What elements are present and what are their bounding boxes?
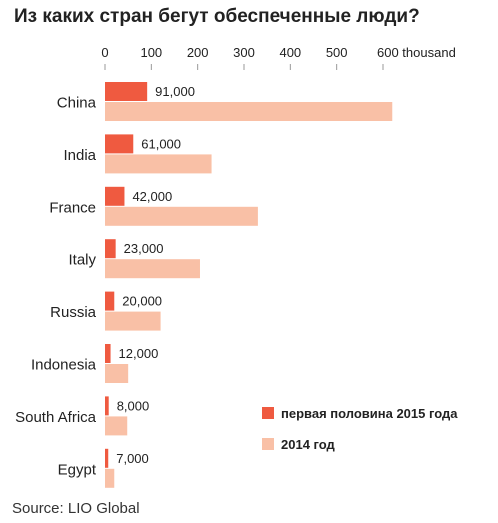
bar-2015 <box>105 134 134 154</box>
legend-label: первая половина 2015 года <box>281 406 458 421</box>
data-label: 42,000 <box>132 189 172 204</box>
category-label: Egypt <box>58 461 97 478</box>
category-label: France <box>49 199 96 216</box>
category-label: Indonesia <box>31 357 97 374</box>
bar-2015 <box>105 186 125 206</box>
x-tick-label: 500 <box>326 45 348 60</box>
legend: первая половина 2015 года 2014 год <box>262 406 458 452</box>
data-label: 61,000 <box>141 136 181 151</box>
bar-2014 <box>105 311 161 331</box>
x-tick-label: 200 <box>187 45 209 60</box>
bar-2015 <box>105 396 109 416</box>
x-tick-label: 600 thousand <box>377 45 456 60</box>
x-axis: 0 100 200 300 400 500 600 thousand <box>101 45 456 70</box>
legend-label: 2014 год <box>281 437 336 452</box>
x-tick-label: 300 <box>233 45 255 60</box>
x-tick-label: 400 <box>279 45 301 60</box>
category-label: Russia <box>50 304 97 321</box>
x-tick-label: 100 <box>140 45 162 60</box>
bars: China 91,000 India 61,000 France 42,000 Italy 2… <box>15 82 393 488</box>
bar-2014 <box>105 259 200 279</box>
data-label: 91,000 <box>155 84 195 99</box>
bar-2015 <box>105 448 109 468</box>
bar-2014 <box>105 206 258 226</box>
data-label: 20,000 <box>122 294 162 309</box>
bar-chart: 0 100 200 300 400 500 600 thousand China 91,000… <box>15 45 458 488</box>
data-label: 23,000 <box>124 241 164 256</box>
data-label: 12,000 <box>119 346 159 361</box>
chart-source: Source: LIO Global <box>12 500 140 517</box>
bar-2015 <box>105 239 116 259</box>
bar-2014 <box>105 416 128 436</box>
category-label: Italy <box>68 252 96 269</box>
legend-swatch <box>262 407 274 419</box>
legend-swatch <box>262 438 274 450</box>
bar-2014 <box>105 154 212 174</box>
bar-2015 <box>105 82 148 101</box>
data-label: 8,000 <box>117 398 150 413</box>
category-label: India <box>63 147 96 164</box>
bar-2014 <box>105 364 129 383</box>
bar-2014 <box>105 468 115 488</box>
bar-2015 <box>105 344 111 363</box>
chart-title: Из каких стран бегут обеспеченные люди? <box>14 6 420 27</box>
data-label: 7,000 <box>116 451 149 466</box>
bar-2014 <box>105 102 393 121</box>
bar-2015 <box>105 291 115 311</box>
category-label: China <box>57 95 97 112</box>
category-label: South Africa <box>15 409 97 426</box>
x-tick-label: 0 <box>101 45 108 60</box>
